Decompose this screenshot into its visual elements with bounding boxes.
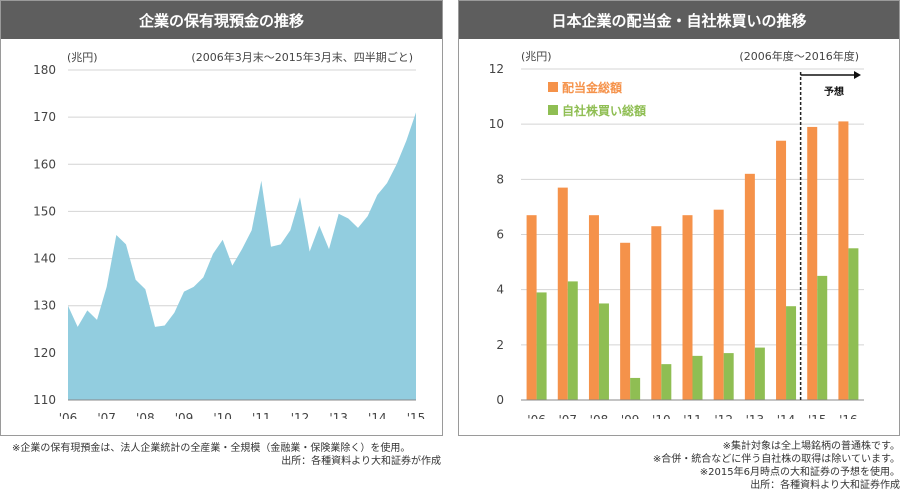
x-tick-label: '15 xyxy=(808,413,827,419)
x-tick-label: '16 xyxy=(839,413,858,419)
x-tick-label: '13 xyxy=(746,413,765,419)
dividend-bar xyxy=(807,126,818,401)
y-tick-label: 130 xyxy=(33,299,56,313)
legend-label-dividend: 配当金総額 xyxy=(562,80,622,95)
cash-deposits-area xyxy=(68,112,416,401)
dividend-bar xyxy=(651,226,662,400)
x-tick-label: '06 xyxy=(527,413,546,419)
dividend-bar xyxy=(557,187,568,400)
dividend-bar xyxy=(588,215,599,400)
dividend-bar xyxy=(620,242,631,400)
x-tick-label: '07 xyxy=(558,413,577,419)
buyback-bar xyxy=(692,355,703,400)
chart-subtitle: (2006年3月末〜2015年3月末、四半期ごと) xyxy=(191,50,413,64)
legend-swatch-buyback xyxy=(548,105,558,115)
y-tick-label: 0 xyxy=(496,393,504,407)
right-note-2: ※合併・統合などに伴う自社株の取得は除いています。 xyxy=(652,454,900,465)
left-notes: ※企業の保有現預金は、法人企業統計の全産業・全規模（金融業・保険業除く）を使用。… xyxy=(2,442,443,468)
y-axis-unit: (兆円) xyxy=(521,50,552,63)
y-tick-label: 12 xyxy=(489,62,504,76)
left-footnote: ※企業の保有現預金は、法人企業統計の全産業・全規模（金融業・保険業除く）を使用。 xyxy=(12,443,411,454)
y-tick-label: 6 xyxy=(496,228,504,242)
x-tick-label: '15 xyxy=(407,411,426,419)
x-tick-label: '14 xyxy=(777,413,796,419)
y-tick-label: 170 xyxy=(33,110,56,124)
dividend-bar xyxy=(776,140,787,400)
x-tick-label: '10 xyxy=(652,413,671,419)
shareholder-returns-bar-chart: 0 2 4 6 8 10 12 '06 '07 '08 '09 '10 '11 '12 '13 '14 '15 '… xyxy=(489,49,864,419)
buyback-bar xyxy=(754,347,765,400)
buyback-bar xyxy=(848,248,859,400)
dividend-bar xyxy=(838,121,849,401)
left-source: 出所：各種資料より大和証券が作成 xyxy=(281,456,441,467)
buyback-bar xyxy=(567,281,578,400)
shareholder-returns-title: 日本企業の配当金・自社株買いの推移 xyxy=(459,1,899,39)
buyback-bar xyxy=(786,306,797,400)
x-tick-label: '10 xyxy=(213,411,232,419)
chart-subtitle: (2006年度〜2016年度) xyxy=(739,49,859,63)
buyback-bar xyxy=(536,292,547,400)
cash-deposits-title: 企業の保有現預金の推移 xyxy=(1,1,442,39)
x-tick-label: '07 xyxy=(97,411,116,419)
x-tick-label: '11 xyxy=(683,413,702,419)
x-tick-label: '06 xyxy=(59,411,78,419)
dividend-bar xyxy=(526,215,537,400)
dividend-bar xyxy=(682,215,693,400)
legend-swatch-dividend xyxy=(548,82,558,92)
y-tick-label: 140 xyxy=(33,252,56,266)
y-tick-label: 8 xyxy=(496,172,504,186)
x-tick-label: '11 xyxy=(252,411,271,419)
x-tick-label: '12 xyxy=(714,413,733,419)
right-source: 出所：各種資料より大和証券作成 xyxy=(750,480,900,491)
x-tick-label: '09 xyxy=(621,413,640,419)
buyback-bar xyxy=(817,275,828,400)
y-tick-label: 4 xyxy=(496,283,504,297)
right-note-1: ※集計対象は全上場銘柄の普通株です。 xyxy=(722,441,900,452)
cash-deposits-panel: 企業の保有現預金の推移 110 120 130 140 150 160 170 180 '06 '… xyxy=(0,0,443,436)
x-tick-label: '13 xyxy=(329,411,348,419)
y-tick-label: 150 xyxy=(33,204,56,218)
dividend-bar xyxy=(713,209,724,400)
y-axis-unit: (兆円) xyxy=(67,51,98,64)
buyback-bar xyxy=(630,377,641,400)
x-tick-label: '12 xyxy=(291,411,310,419)
shareholder-returns-panel: 日本企業の配当金・自社株買いの推移 0 2 4 6 8 10 12 '06 '07 '08 '09 '… xyxy=(458,0,900,436)
right-notes: ※集計対象は全上場銘柄の普通株です。 ※合併・統合などに伴う自社株の取得は除いて… xyxy=(458,440,900,492)
y-tick-label: 160 xyxy=(33,157,56,171)
forecast-label: 予想 xyxy=(824,85,844,98)
y-tick-label: 110 xyxy=(33,393,56,407)
buyback-bar xyxy=(598,303,609,400)
right-note-3: ※2015年6月時点の大和証券の予想を使用。 xyxy=(699,467,900,478)
dividend-bar xyxy=(744,173,755,400)
cash-deposits-area-chart: 110 120 130 140 150 160 170 180 '06 '07 '08 '09 '10 '… xyxy=(33,50,426,419)
y-tick-label: 180 xyxy=(33,63,56,77)
legend-label-buyback: 自社株買い総額 xyxy=(562,103,646,118)
x-tick-label: '08 xyxy=(590,413,609,419)
y-tick-label: 2 xyxy=(496,338,504,352)
x-tick-label: '14 xyxy=(368,411,387,419)
forecast-arrow-head xyxy=(854,71,861,79)
buyback-bar xyxy=(723,353,734,400)
y-tick-label: 10 xyxy=(489,117,504,131)
x-tick-label: '08 xyxy=(136,411,155,419)
x-tick-label: '09 xyxy=(175,411,194,419)
buyback-bar xyxy=(661,364,672,400)
y-tick-label: 120 xyxy=(33,346,56,360)
